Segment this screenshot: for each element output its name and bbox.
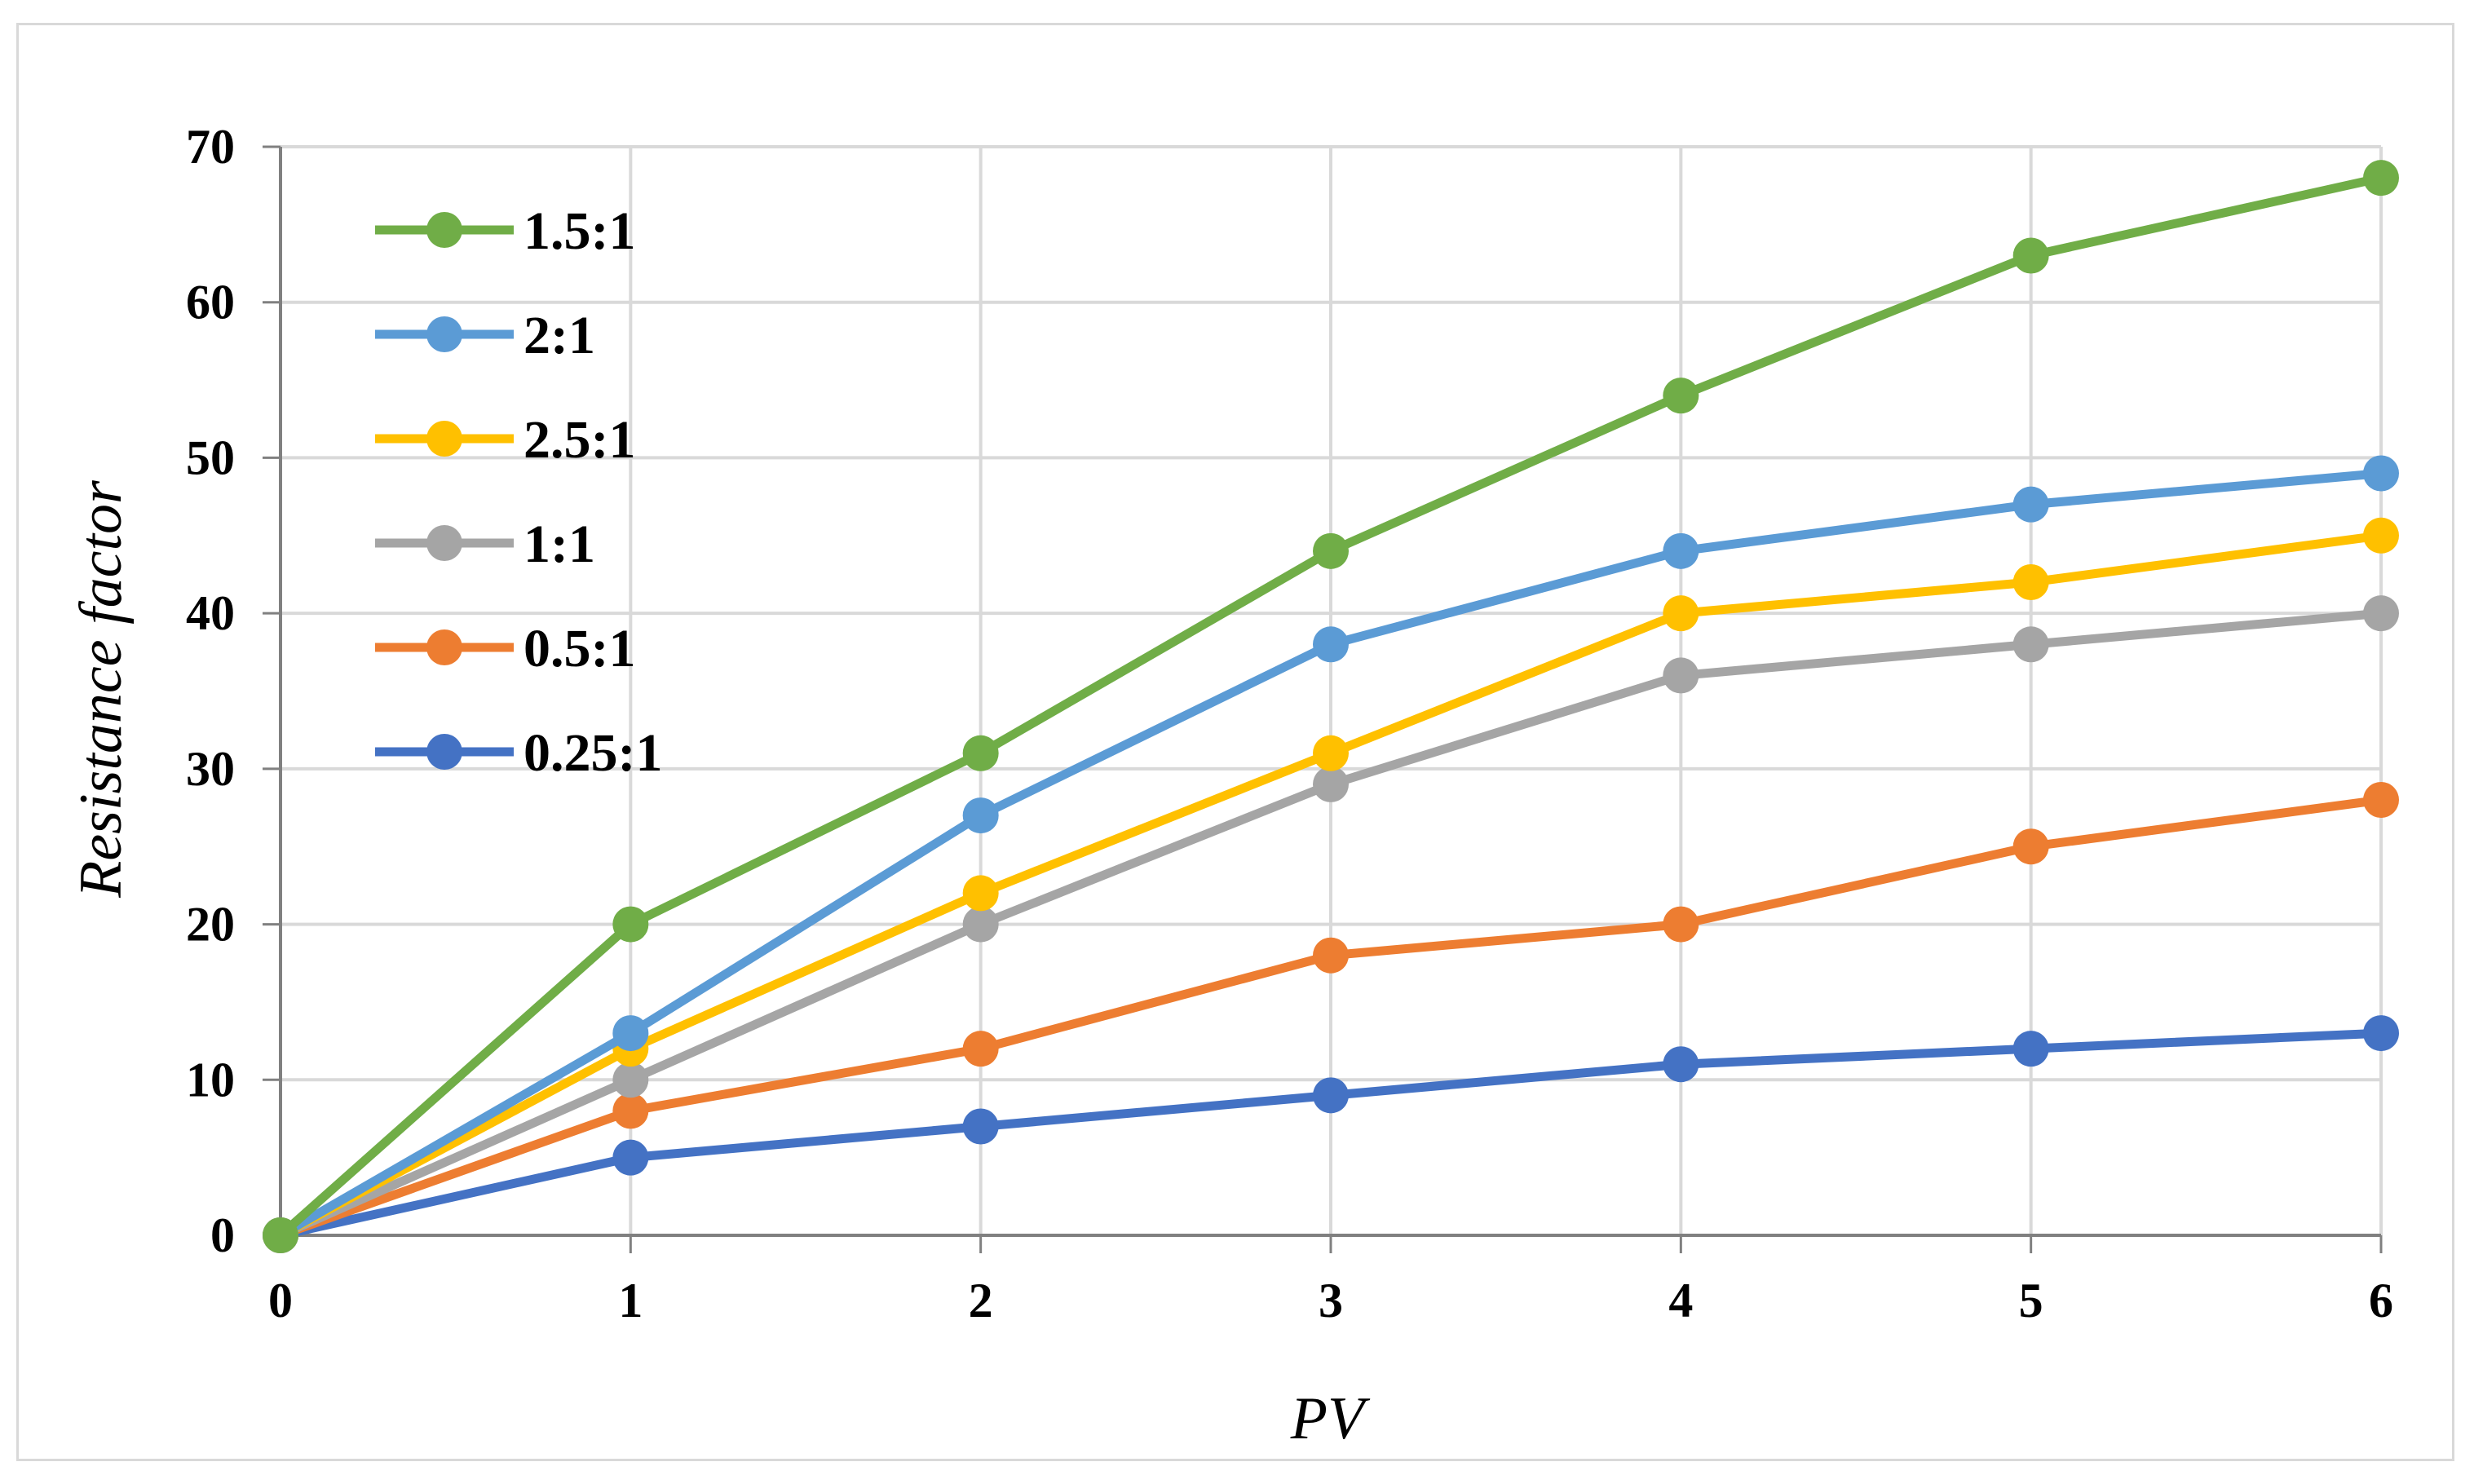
data-point — [612, 906, 649, 943]
legend-swatch-marker — [426, 629, 462, 665]
data-point — [2363, 1015, 2399, 1052]
data-point — [263, 1217, 298, 1253]
x-tick-label: 4 — [1668, 1274, 1693, 1327]
legend-label: 1.5:1 — [524, 201, 635, 261]
legend-label: 1:1 — [524, 515, 595, 574]
legend-item: 0.25:1 — [375, 723, 662, 783]
chart-frame — [16, 23, 2454, 1461]
legend-swatch-marker — [426, 212, 462, 248]
legend-label: 2:1 — [524, 306, 595, 365]
axis-layer: 0 10 20 30 40 50 60 70 0 1 2 3 4 5 6 — [186, 120, 2393, 1327]
data-point — [2012, 1031, 2049, 1067]
series-0-5-1 — [263, 782, 2399, 1253]
legend-item: 2.5:1 — [375, 410, 635, 470]
data-point — [2363, 160, 2399, 197]
x-tick-label: 5 — [2019, 1274, 2043, 1327]
y-axis-title: Resistance factor — [68, 479, 135, 899]
data-point — [962, 906, 999, 943]
series-0-25-1 — [263, 1015, 2399, 1253]
legend-swatch-marker — [426, 421, 462, 457]
legend-label: 0.25:1 — [524, 723, 662, 783]
legend-swatch-marker — [426, 316, 462, 352]
data-point — [1313, 766, 1349, 802]
data-point — [1663, 906, 1699, 943]
y-tick-label: 40 — [186, 586, 235, 640]
legend-item: 1.5:1 — [375, 201, 635, 261]
data-point — [1663, 378, 1699, 414]
legend-label: 0.5:1 — [524, 619, 635, 678]
data-point — [612, 1139, 649, 1176]
data-point — [1313, 626, 1349, 663]
data-point — [2012, 828, 2049, 865]
data-point — [962, 735, 999, 771]
data-point — [2012, 626, 2049, 663]
data-point — [2363, 782, 2399, 818]
x-tick-label: 3 — [1319, 1274, 1343, 1327]
data-point — [1313, 1077, 1349, 1114]
data-point — [612, 1093, 649, 1129]
data-point — [962, 875, 999, 912]
x-tick-label: 1 — [618, 1274, 643, 1327]
legend-item: 1:1 — [375, 515, 595, 574]
legend: 1.5:1 2:1 2.5:1 1:1 0.5:1 0.25:1 — [375, 201, 662, 783]
x-axis-title: PV — [1290, 1385, 1371, 1452]
y-tick-label: 70 — [186, 120, 235, 174]
x-tick-label: 6 — [2369, 1274, 2393, 1327]
data-point — [612, 1015, 649, 1052]
x-tick-label: 0 — [268, 1274, 293, 1327]
series-layer — [263, 160, 2399, 1253]
legend-swatch-marker — [426, 525, 462, 561]
series-1-5-1 — [263, 160, 2399, 1253]
data-point — [1663, 532, 1699, 569]
legend-item: 0.5:1 — [375, 619, 635, 678]
data-point — [1663, 657, 1699, 694]
data-point — [1313, 937, 1349, 974]
data-point — [1313, 735, 1349, 771]
data-point — [2012, 564, 2049, 600]
legend-swatch-marker — [426, 734, 462, 770]
y-tick-label: 60 — [186, 276, 235, 329]
data-point — [962, 797, 999, 834]
data-point — [1663, 1046, 1699, 1083]
data-point — [2363, 517, 2399, 554]
x-tick-label: 2 — [969, 1274, 993, 1327]
data-point — [2363, 455, 2399, 492]
data-point — [2363, 595, 2399, 632]
data-point — [1313, 532, 1349, 569]
y-tick-label: 0 — [210, 1208, 235, 1262]
y-tick-label: 50 — [186, 431, 235, 484]
legend-label: 2.5:1 — [524, 410, 635, 470]
data-point — [612, 1062, 649, 1098]
data-point — [962, 1031, 999, 1067]
y-tick-label: 30 — [186, 742, 235, 796]
data-point — [1663, 595, 1699, 632]
legend-item: 2:1 — [375, 306, 595, 365]
data-point — [2012, 237, 2049, 274]
data-point — [962, 1108, 999, 1145]
data-point — [2012, 486, 2049, 523]
y-tick-label: 20 — [186, 898, 235, 952]
y-tick-label: 10 — [186, 1053, 235, 1106]
